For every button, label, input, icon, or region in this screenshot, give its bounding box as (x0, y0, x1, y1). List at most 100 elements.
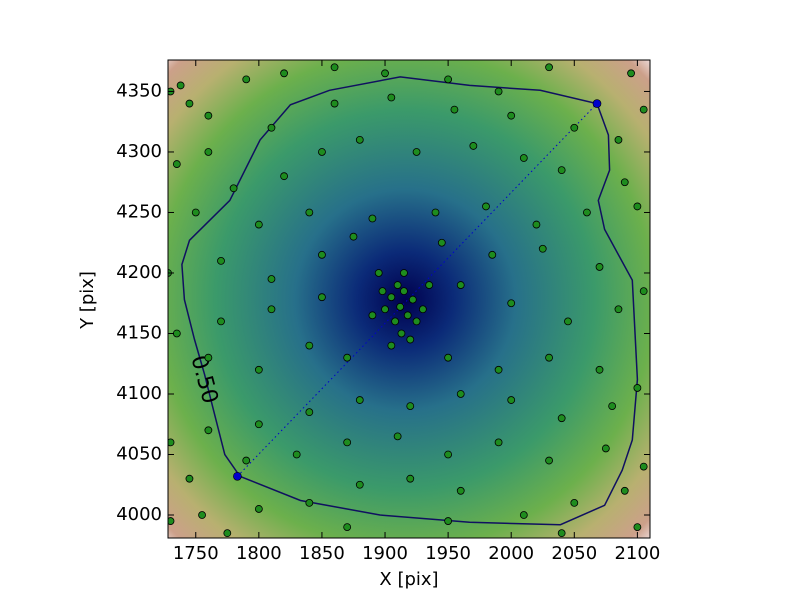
scatter-point (570, 123, 579, 132)
scatter-point (172, 329, 181, 338)
scatter-point (280, 172, 288, 181)
scatter-point (583, 208, 591, 217)
scatter-point (191, 208, 200, 217)
scatter-point (557, 166, 566, 175)
scatter-point (545, 456, 553, 465)
scatter-point (343, 353, 352, 362)
scatter-point (378, 287, 387, 296)
scatter-point (570, 499, 579, 507)
x-tick-label: 1850 (299, 543, 345, 564)
scatter-point (172, 160, 181, 168)
scatter-point (406, 402, 415, 410)
scatter-point (403, 311, 412, 320)
y-tick-label: 4250 (116, 201, 162, 222)
scatter-point (267, 123, 276, 132)
scatter-point (217, 256, 225, 265)
scatter-point (368, 214, 377, 223)
scatter-point (168, 241, 169, 244)
x-tick-label: 1950 (425, 543, 471, 564)
plot-area: 0.50 (168, 60, 650, 538)
scatter-point (519, 511, 528, 519)
scatter-point (217, 317, 225, 326)
scatter-point (456, 390, 465, 398)
y-tick-label: 4150 (116, 322, 162, 343)
scatter-point (494, 87, 503, 96)
scatter-point (185, 99, 194, 108)
scatter-point (318, 148, 326, 156)
scatter-point (185, 474, 194, 483)
x-axis-label: X [pix] (379, 569, 438, 590)
scatter-point (204, 353, 213, 362)
scatter-point (387, 293, 396, 302)
scatter-point (397, 329, 406, 338)
scatter-point (450, 105, 459, 114)
scatter-point (254, 220, 263, 229)
scatter-point (620, 178, 629, 187)
x-tick-label: 1900 (362, 543, 408, 564)
scatter-point (633, 202, 642, 211)
scatter-point (374, 269, 383, 277)
x-tick-label: 1800 (236, 543, 282, 564)
scatter-point (639, 287, 648, 296)
scatter-point (639, 105, 648, 114)
scatter-point (343, 523, 352, 532)
scatter-point (601, 444, 610, 453)
scatter-point (412, 317, 421, 326)
y-axis-label: Y [pix] (77, 271, 98, 330)
scatter-point (620, 486, 629, 495)
scatter-point (305, 408, 314, 417)
scatter-point (431, 208, 440, 217)
line-endpoint (233, 471, 242, 481)
scatter-point (267, 275, 276, 283)
scatter-point (305, 341, 314, 350)
scatter-point (532, 220, 541, 229)
scatter-point (456, 281, 465, 289)
scatter-point (400, 287, 408, 296)
scatter-point (538, 244, 547, 253)
scatter-point (292, 450, 301, 459)
scatter-point (176, 81, 185, 90)
scatter-point (381, 69, 389, 78)
scatter-point (343, 438, 352, 447)
scatter-point (444, 75, 453, 84)
scatter-point (305, 208, 314, 217)
scatter-point (557, 529, 566, 538)
scatter-point (198, 511, 206, 519)
scatter-point (330, 99, 339, 108)
y-tick-label: 4000 (116, 504, 162, 525)
x-tick-label: 1750 (173, 543, 219, 564)
scatter-point (280, 69, 288, 78)
scatter-point (633, 523, 642, 532)
scatter-point (595, 263, 604, 271)
scatter-point (381, 305, 389, 314)
scatter-point (406, 335, 415, 344)
scatter-point (400, 269, 408, 277)
scatter-point (412, 148, 421, 156)
x-tick-label: 2100 (614, 543, 660, 564)
scatter-point (254, 505, 263, 513)
scatter-point (168, 438, 175, 447)
scatter-point (305, 499, 314, 507)
scatter-point (444, 353, 453, 362)
scatter-point (482, 202, 490, 211)
line-endpoint (592, 99, 602, 108)
scatter-point (444, 517, 453, 525)
y-tick-label: 4300 (116, 141, 162, 162)
marks: 0.50 (168, 63, 648, 538)
y-tick-label: 4200 (116, 262, 162, 283)
scatter-point (545, 63, 553, 72)
scatter-point (242, 456, 251, 465)
scatter-point (204, 148, 213, 156)
scatter-point (254, 420, 263, 429)
scatter-point (204, 111, 213, 120)
scatter-point (507, 299, 516, 308)
scatter-point (355, 135, 364, 144)
scatter-point (425, 281, 434, 289)
scatter-point (391, 317, 400, 326)
scatter-point (318, 293, 326, 302)
scatter-point (488, 250, 497, 259)
scatter-point (168, 517, 175, 525)
scatter-point (229, 184, 238, 193)
